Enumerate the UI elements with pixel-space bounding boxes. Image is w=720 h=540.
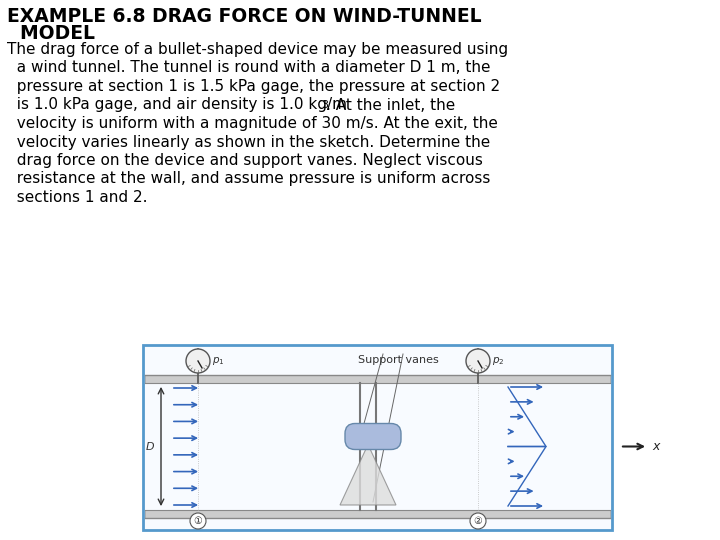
Text: EXAMPLE 6.8 DRAG FORCE ON WIND-TUNNEL: EXAMPLE 6.8 DRAG FORCE ON WIND-TUNNEL — [7, 7, 482, 26]
Circle shape — [190, 513, 206, 529]
Text: $p_1$: $p_1$ — [212, 355, 225, 367]
Text: . At the inlet, the: . At the inlet, the — [325, 98, 455, 112]
Text: ①: ① — [194, 516, 202, 526]
Text: is 1.0 kPa gage, and air density is 1.0 kg/m: is 1.0 kPa gage, and air density is 1.0 … — [7, 98, 347, 112]
Text: D: D — [145, 442, 154, 451]
FancyBboxPatch shape — [345, 423, 401, 449]
Text: The drag force of a bullet-shaped device may be measured using: The drag force of a bullet-shaped device… — [7, 42, 508, 57]
Circle shape — [470, 513, 486, 529]
Text: x: x — [652, 440, 660, 453]
Text: resistance at the wall, and assume pressure is uniform across: resistance at the wall, and assume press… — [7, 172, 490, 186]
Text: sections 1 and 2.: sections 1 and 2. — [7, 190, 148, 205]
Text: drag force on the device and support vanes. Neglect viscous: drag force on the device and support van… — [7, 153, 483, 168]
Circle shape — [186, 349, 210, 373]
Text: velocity varies linearly as shown in the sketch. Determine the: velocity varies linearly as shown in the… — [7, 134, 490, 150]
Bar — [145, 510, 610, 518]
Text: velocity is uniform with a magnitude of 30 m/s. At the exit, the: velocity is uniform with a magnitude of … — [7, 116, 498, 131]
Text: $p_2$: $p_2$ — [492, 355, 505, 367]
Text: 3: 3 — [320, 100, 328, 111]
Bar — [143, 345, 612, 530]
Bar — [145, 375, 610, 383]
Text: Support vanes: Support vanes — [358, 355, 438, 365]
Polygon shape — [340, 444, 396, 505]
Text: MODEL: MODEL — [7, 24, 95, 43]
Text: a wind tunnel. The tunnel is round with a diameter D 1 m, the: a wind tunnel. The tunnel is round with … — [7, 60, 490, 76]
Circle shape — [466, 349, 490, 373]
Text: pressure at section 1 is 1.5 kPa gage, the pressure at section 2: pressure at section 1 is 1.5 kPa gage, t… — [7, 79, 500, 94]
Text: ②: ② — [474, 516, 482, 526]
